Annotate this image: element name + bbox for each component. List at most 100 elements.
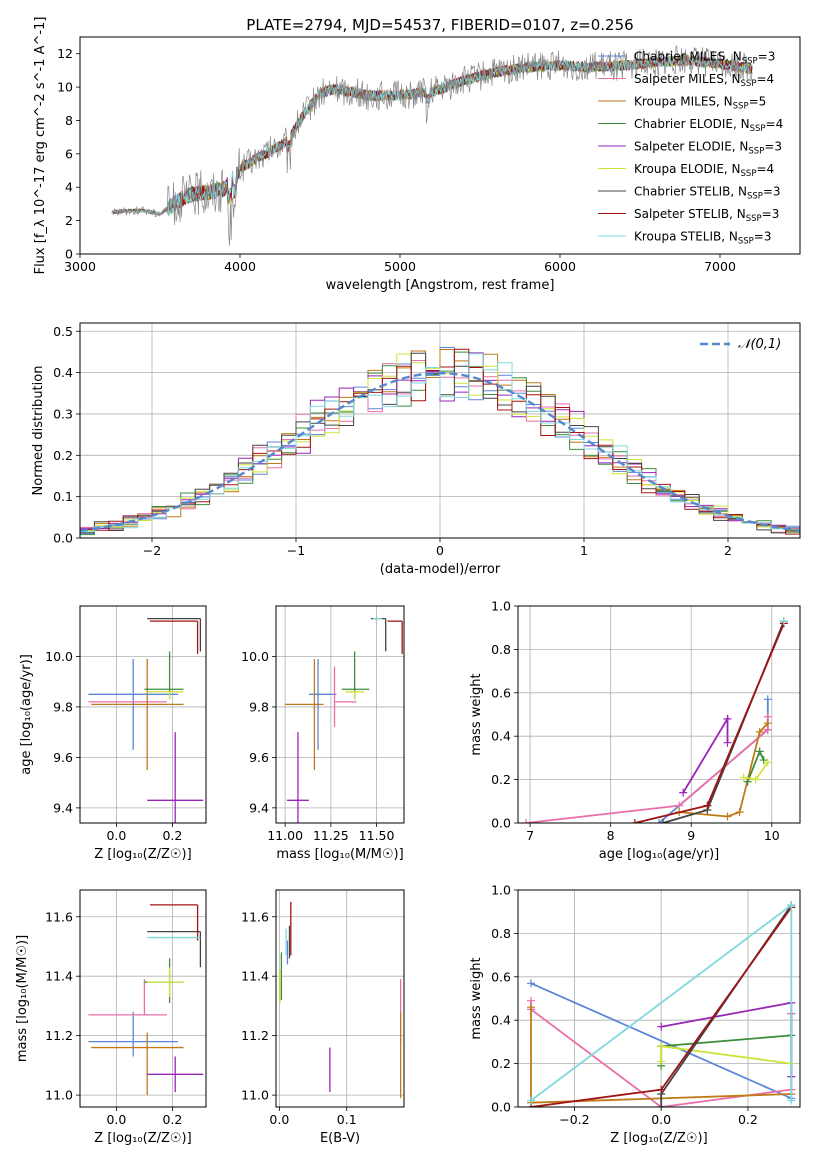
- x-tick-label: 0.0: [269, 1112, 289, 1127]
- plus-marker: [787, 1096, 796, 1105]
- plots: 3000 4000 5000 6000 7000024681012wavelength …: [15, 17, 801, 1146]
- spectrum-legend: Chabrier MILES, NSSP=3 Salpeter MILES, NS…: [598, 50, 783, 247]
- y-tick-label: 8: [65, 113, 73, 128]
- x-tick-label: 11.25: [313, 828, 349, 843]
- legend-count: =3: [763, 185, 781, 199]
- x-tick-label: −0.2: [559, 1112, 589, 1127]
- model-spectrum-line: [111, 56, 753, 216]
- y-axis-label: age [log₁₀(age/yr)]: [19, 654, 34, 775]
- age_vs_mass-panel: 11.00 11.25 11.50 9.4 9.6 9.8 10.0 mass [log₁₀(…: [241, 605, 405, 862]
- x-axis-label: E(B-V): [320, 1131, 360, 1146]
- y-tick-label: 11.2: [45, 1028, 73, 1043]
- x-tick-label: 2: [724, 543, 732, 558]
- plus-marker: [657, 1085, 666, 1094]
- y-axis-label: Normed distribution: [31, 366, 46, 496]
- legend-count: =5: [749, 95, 767, 109]
- residuals-plot-area: [80, 347, 800, 536]
- x-tick-label: 3000: [64, 259, 96, 274]
- mass_vs_Z-frame: [79, 889, 207, 1108]
- y-tick-label: 0.0: [491, 1100, 511, 1115]
- plus-marker: [739, 773, 748, 782]
- y-tick-label: 0: [65, 247, 73, 262]
- legend-entry: Chabrier STELIB, NSSP=3: [634, 185, 781, 202]
- x-tick-label: 8: [607, 828, 615, 843]
- y-tick-label: 10.0: [45, 649, 73, 664]
- normal-reference-curve: [80, 371, 800, 532]
- legend-entry: Chabrier MILES, NSSP=3: [634, 50, 775, 67]
- y-tick-label: 10.0: [241, 649, 269, 664]
- y-tick-label: 11.0: [241, 1088, 269, 1103]
- residuals-panel: −2 −1 0 1 2 0.0 0.1 0.2 0.3 0.4 0.5 (data-model)/er…: [31, 322, 801, 577]
- x-tick-label: 7: [526, 828, 534, 843]
- y-tick-label: 11.2: [241, 1028, 269, 1043]
- y-tick-label: 0.6: [491, 969, 511, 984]
- massweight_vs_age-plot-area: [522, 617, 788, 823]
- y-tick-label: 0.2: [53, 448, 73, 463]
- legend-subscript: SSP: [741, 79, 757, 89]
- legend-count: =3: [754, 230, 772, 244]
- y-axis-label: mass weight: [469, 957, 484, 1039]
- plus-marker: [723, 738, 732, 747]
- plus-marker: [527, 1096, 536, 1105]
- plus-marker: [655, 819, 663, 823]
- legend-subscript: SSP: [738, 237, 754, 247]
- age_vs_mass-frame: [275, 605, 405, 824]
- plus-marker: [787, 901, 796, 910]
- plus-marker: [527, 1003, 536, 1012]
- y-tick-label: 6: [65, 146, 73, 161]
- x-tick-label: 10: [764, 828, 780, 843]
- plus-marker: [723, 714, 732, 723]
- mass_vs_ebv-panel: 0.0 0.1 11.0 11.2 11.4 11.6 E(B-V): [241, 889, 405, 1146]
- massweight_vs_Z-plot-area: [527, 901, 796, 1107]
- legend-count: =3: [758, 50, 776, 64]
- legend-entry: Chabrier ELODIE, NSSP=4: [634, 117, 783, 134]
- y-tick-label: 11.6: [45, 909, 73, 924]
- residuals-frame: [79, 322, 801, 539]
- y-tick-label: 1.0: [491, 599, 511, 614]
- y-tick-label: 9.4: [249, 800, 269, 815]
- x-axis-label: age [log₁₀(age/yr)]: [599, 847, 720, 862]
- plus-marker: [657, 1057, 666, 1066]
- x-tick-label: 0.0: [651, 1112, 671, 1127]
- legend-subscript: SSP: [742, 57, 758, 67]
- x-tick-label: 0.2: [162, 828, 182, 843]
- plus-marker: [657, 1042, 666, 1051]
- legend-count: =4: [766, 117, 784, 131]
- y-tick-label: 11.4: [45, 969, 73, 984]
- x-axis-label: Z [log₁₀(Z/Z☉)]: [94, 1131, 191, 1146]
- massweight_vs_Z-panel: −0.2 0.0 0.2 0.0 0.2 0.4 0.6 0.8 1.0 Z [log₁₀(Z/Z…: [469, 883, 801, 1146]
- y-tick-label: 9.6: [53, 750, 73, 765]
- x-tick-label: 7000: [704, 259, 736, 274]
- legend-entry: Salpeter STELIB, NSSP=3: [634, 207, 779, 224]
- x-tick-label: 11.00: [267, 828, 303, 843]
- legend-count: =3: [762, 207, 780, 221]
- y-tick-label: 0.8: [491, 926, 511, 941]
- x-tick-label: 6000: [544, 259, 576, 274]
- y-tick-label: 0.3: [53, 406, 73, 421]
- plus-marker: [657, 1022, 666, 1031]
- figure-title: PLATE=2794, MJD=54537, FIBERID=0107, z=0…: [246, 16, 633, 34]
- plus-marker: [751, 775, 760, 784]
- legend-subscript: SSP: [750, 124, 766, 134]
- age_vs_Z-frame: [79, 605, 207, 824]
- y-tick-label: 0.2: [491, 1056, 511, 1071]
- plus-marker: [723, 812, 732, 821]
- legend-entry: Salpeter MILES, NSSP=4: [634, 72, 774, 89]
- legend-subscript: SSP: [746, 214, 762, 224]
- y-tick-label: 0.6: [491, 685, 511, 700]
- plus-marker: [679, 788, 688, 797]
- legend-subscript: SSP: [748, 147, 764, 157]
- x-tick-label: −1: [287, 543, 305, 558]
- y-tick-label: 0.4: [53, 365, 73, 380]
- x-tick-label: −2: [143, 543, 161, 558]
- x-tick-label: 11.50: [359, 828, 395, 843]
- legend-entry: Salpeter ELODIE, NSSP=3: [634, 140, 782, 157]
- plus-marker: [703, 801, 712, 810]
- legend-count: =4: [756, 162, 774, 176]
- legend-count: =4: [756, 72, 774, 86]
- mass_vs_Z-plot-area: [88, 904, 204, 1096]
- y-tick-label: 0.4: [491, 729, 511, 744]
- y-tick-label: 9.6: [249, 750, 269, 765]
- plus-marker: [522, 819, 531, 823]
